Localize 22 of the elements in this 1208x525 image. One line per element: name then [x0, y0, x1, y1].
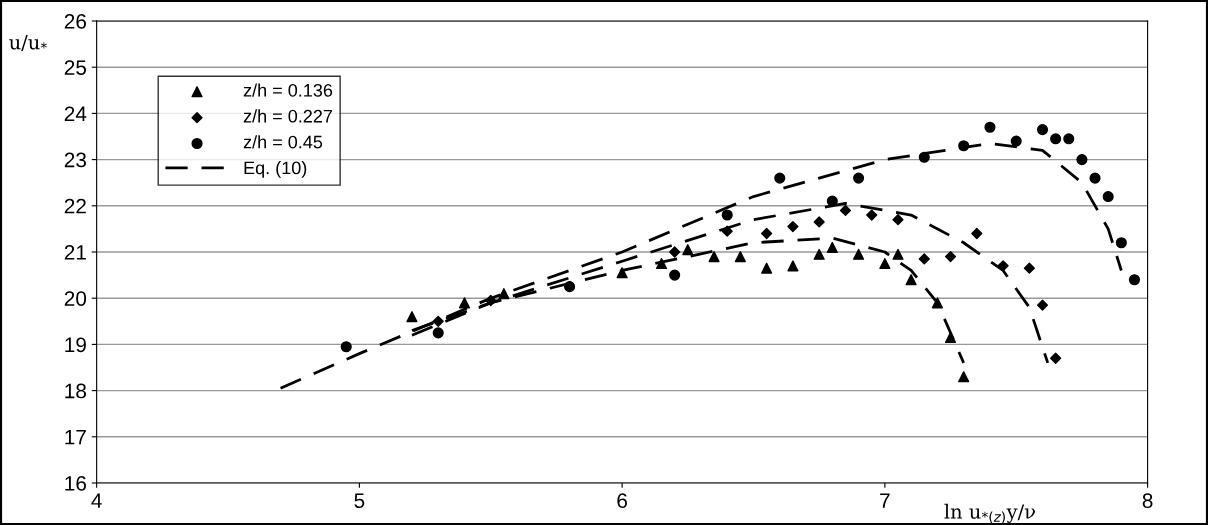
legend-label: z/h = 0.45 — [243, 135, 323, 149]
y-tick-label: 24 — [64, 106, 87, 121]
x-axis-title: ln u$_{*(z)}$y/ν — [944, 503, 1035, 524]
y-tick-label: 16 — [65, 476, 86, 491]
y-axis-title: u/u$_{*}$ — [9, 35, 47, 52]
y-tick-label: 19 — [65, 337, 86, 353]
y-tick-label: 23 — [64, 152, 86, 168]
y-tick-label: 26 — [64, 14, 86, 29]
x-tick-label: 4 — [91, 493, 102, 508]
x-tick-label: 5 — [354, 493, 365, 509]
x-tick-label: 6 — [617, 493, 627, 509]
y-tick-label: 20 — [64, 291, 87, 306]
y-tick-label: 21 — [64, 245, 86, 260]
legend-label: Eq. (10) — [244, 161, 307, 178]
legend-label: z/h = 0.227 — [243, 109, 333, 123]
x-tick-label: 7 — [880, 493, 890, 508]
y-tick-label: 17 — [65, 430, 86, 445]
x-tick-label: 8 — [1142, 493, 1153, 509]
y-tick-label: 25 — [64, 60, 87, 75]
y-tick-label: 22 — [64, 198, 86, 214]
legend-label: z/h = 0.136 — [243, 83, 333, 97]
y-tick-label: 18 — [65, 383, 87, 399]
